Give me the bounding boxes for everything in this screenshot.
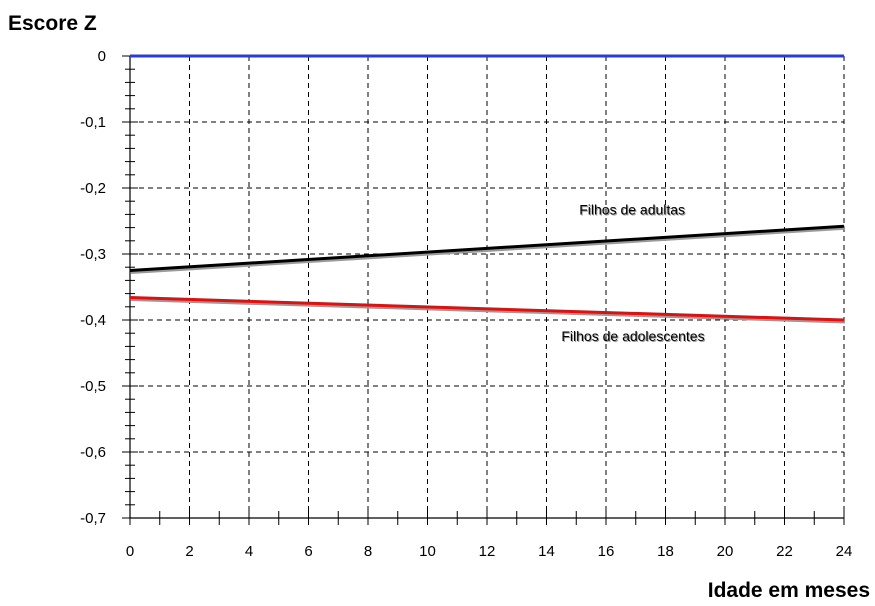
series-shadow <box>130 225 846 274</box>
x-axis-label: Idade em meses <box>708 579 870 602</box>
x-tick-label: 6 <box>304 543 312 560</box>
axes <box>129 56 844 519</box>
y-tick-label: -0,6 <box>80 444 106 461</box>
x-tick-label: 18 <box>657 543 674 560</box>
x-tick-label: 24 <box>836 543 853 560</box>
tick-marks <box>122 55 845 525</box>
y-tick-label: -0,4 <box>80 312 106 329</box>
series-line <box>129 224 845 272</box>
x-tick-label: 0 <box>126 543 134 560</box>
y-tick-label: -0,1 <box>80 114 106 131</box>
x-tick-label: 2 <box>185 543 193 560</box>
x-tick-label: 8 <box>364 543 372 560</box>
y-tick-label: -0,5 <box>80 378 106 395</box>
annotation-shadow: Filhos de adultas <box>580 202 686 218</box>
y-tick-label: -0,3 <box>80 246 106 263</box>
y-tick-labels: 0 -0,1 -0,2 -0,3 -0,4 -0,5 -0,6 -0,7 <box>80 48 106 527</box>
series-line <box>129 296 845 322</box>
annotation-shadow: Filhos de adolescentes <box>562 329 705 345</box>
x-tick-label: 22 <box>776 543 793 560</box>
y-tick-label: 0 <box>98 48 106 65</box>
x-tick-label: 14 <box>538 543 555 560</box>
annotation-label: Filhos de adolescentes <box>561 328 704 344</box>
x-tick-label: 4 <box>245 543 253 560</box>
y-tick-label: -0,2 <box>80 180 106 197</box>
y-axis-label: Escore Z <box>8 12 97 35</box>
x-tick-labels: 0 2 4 6 8 10 12 14 16 18 20 22 24 <box>126 543 853 560</box>
series-lines <box>129 54 846 324</box>
y-tick-label: -0,7 <box>80 510 106 527</box>
x-tick-label: 10 <box>419 543 436 560</box>
grid <box>130 56 845 518</box>
annotation-label: Filhos de adultas <box>579 201 685 217</box>
x-tick-label: 16 <box>598 543 615 560</box>
x-tick-label: 20 <box>717 543 734 560</box>
x-tick-label: 12 <box>479 543 496 560</box>
